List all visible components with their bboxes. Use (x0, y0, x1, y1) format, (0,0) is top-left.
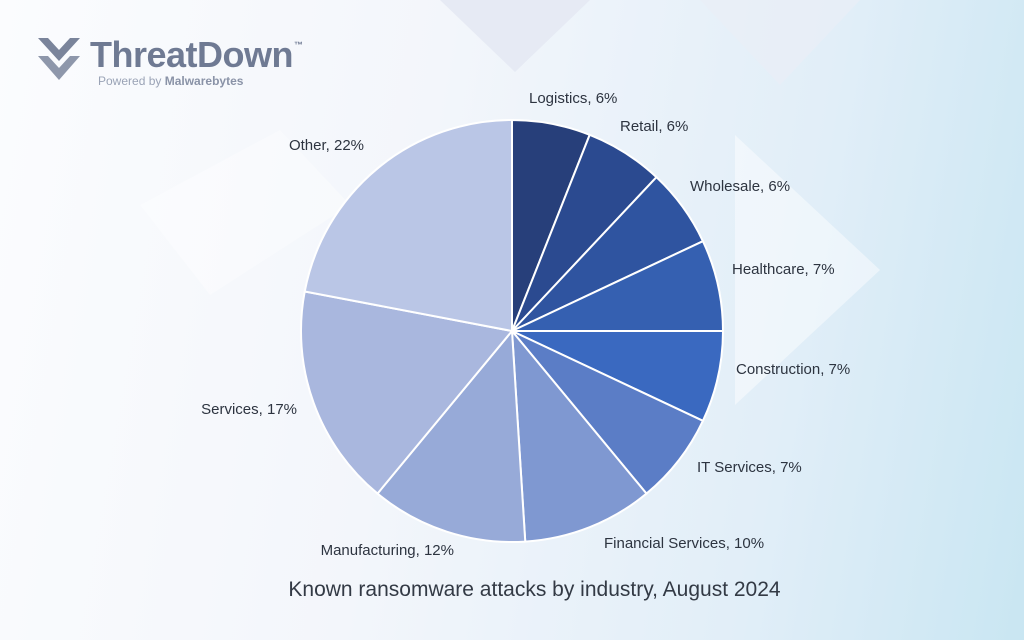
slice-label-wholesale: Wholesale, 6% (690, 178, 790, 195)
slice-label-other: Other, 22% (289, 137, 364, 154)
slice-label-logistics: Logistics, 6% (529, 90, 617, 107)
pie-slice-financial-services (510, 327, 648, 543)
slice-label-it-services: IT Services, 7% (697, 459, 802, 476)
slice-label-retail: Retail, 6% (620, 118, 688, 135)
slice-label-financial-services: Financial Services, 10% (604, 535, 764, 552)
pie-slice-services (300, 290, 514, 495)
threatdown-chevron-icon (38, 38, 80, 80)
slice-label-healthcare: Healthcare, 7% (732, 261, 835, 278)
threatdown-logo: ThreatDown™ Powered by Malwarebytes (36, 34, 336, 94)
chart-title: Known ransomware attacks by industry, Au… (288, 578, 781, 601)
slice-label-construction: Construction, 7% (736, 361, 850, 378)
brand-name: ThreatDown™ (90, 34, 303, 75)
malwarebytes-wordmark: Malwarebytes (164, 74, 244, 88)
slice-label-manufacturing: Manufacturing, 12% (321, 542, 454, 559)
powered-by-line: Powered by Malwarebytes (98, 74, 244, 88)
slice-label-services: Services, 17% (201, 401, 297, 418)
pie-slice-manufacturing (376, 328, 527, 543)
pie-slice-other (303, 118, 513, 333)
